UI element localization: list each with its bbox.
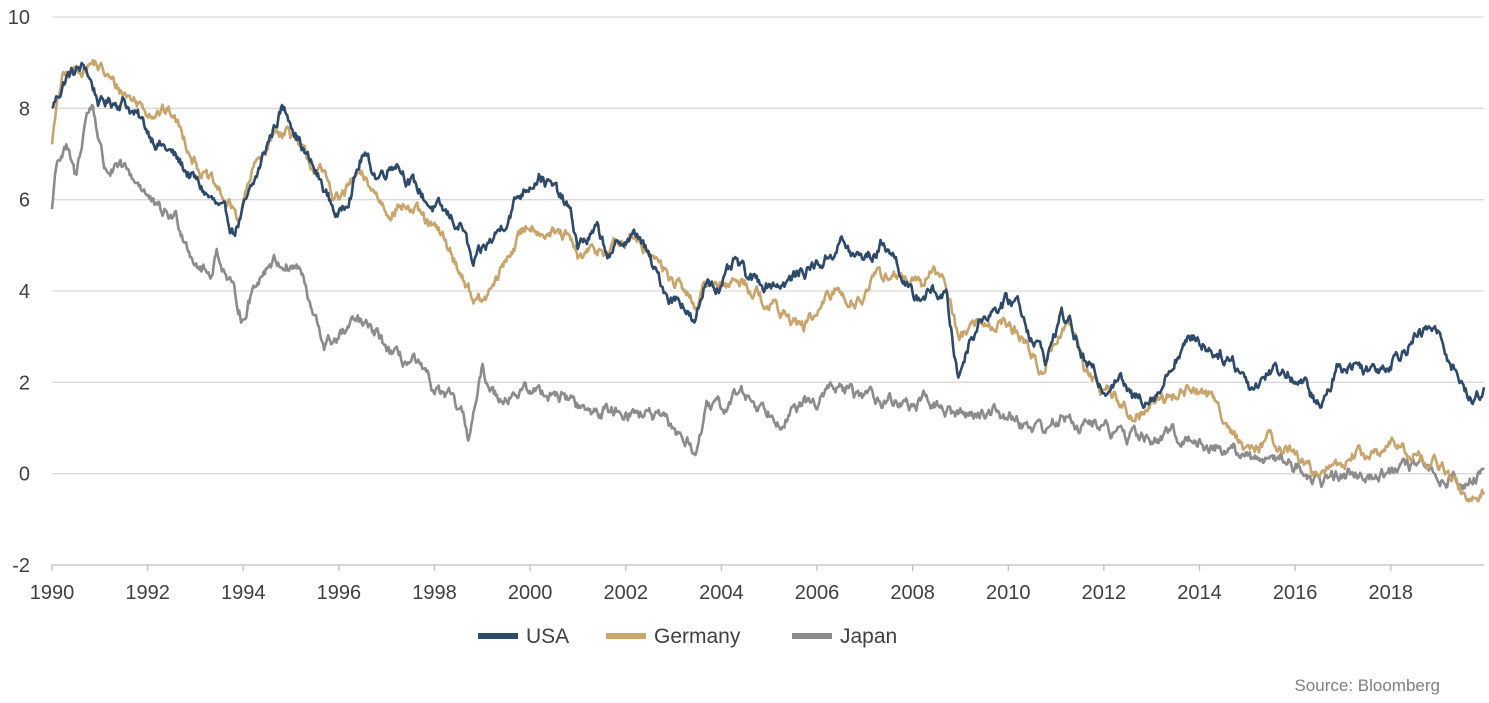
series-line-usa <box>51 61 1486 410</box>
x-tick-label: 2000 <box>508 582 553 604</box>
x-tick-label: 2008 <box>890 582 935 604</box>
y-tick-label: 8 <box>19 98 30 120</box>
x-tick-label: 1998 <box>412 582 457 604</box>
y-tick-label: 4 <box>19 281 30 303</box>
grid-lines <box>52 16 1484 475</box>
x-tick-label: 2010 <box>986 582 1031 604</box>
x-axis-tick-labels: 1990 1992 1994 1996 1998 2000 2002 2004 2006 2008… <box>30 565 1413 604</box>
x-tick-label: 1992 <box>125 582 170 604</box>
x-tick-label: 1994 <box>221 582 266 604</box>
legend-label-germany: Germany <box>654 625 741 648</box>
series-line-germany <box>50 58 1486 503</box>
series-lines <box>50 58 1486 503</box>
x-tick-label: 2018 <box>1369 582 1414 604</box>
x-tick-label: 2004 <box>699 582 744 604</box>
x-tick-label: 2016 <box>1273 582 1318 604</box>
x-tick-label: 2006 <box>795 582 840 604</box>
x-tick-label: 2014 <box>1177 582 1222 604</box>
y-tick-label: 0 <box>19 464 30 486</box>
x-tick-label: 2012 <box>1082 582 1127 604</box>
y-tick-label: -2 <box>12 555 30 577</box>
legend-label-japan: Japan <box>840 625 897 648</box>
x-tick-label: 2002 <box>604 582 649 604</box>
x-tick-label: 1996 <box>317 582 362 604</box>
y-tick-label: 2 <box>19 372 30 394</box>
y-tick-label: 6 <box>19 190 30 212</box>
y-tick-label: 10 <box>8 7 30 29</box>
y-axis-tick-labels: 10 8 6 4 2 0 -2 <box>8 7 30 577</box>
series-line-japan <box>50 103 1485 491</box>
legend-label-usa: USA <box>526 625 569 648</box>
legend: USA Germany Japan <box>478 625 897 648</box>
x-tick-label: 1990 <box>30 582 75 604</box>
source-note: Source: Bloomberg <box>1294 676 1440 695</box>
